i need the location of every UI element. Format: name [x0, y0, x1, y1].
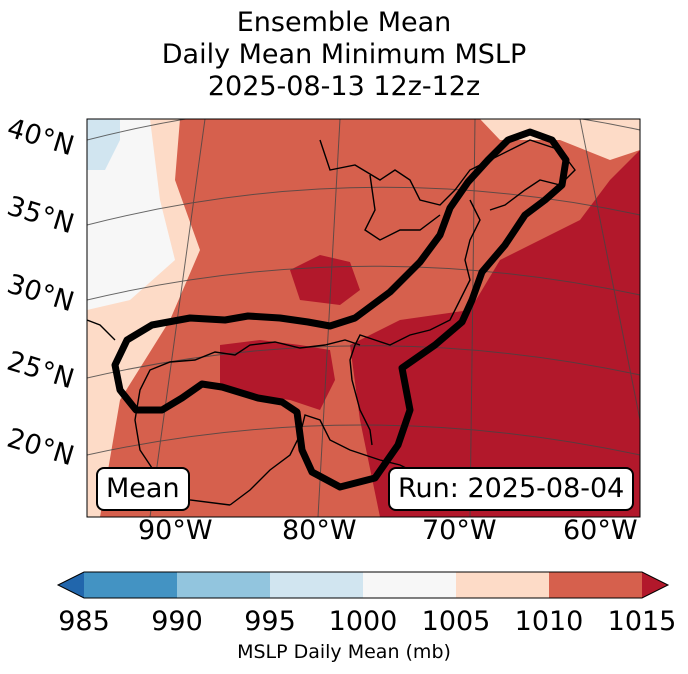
mean-label-box: Mean: [96, 467, 190, 511]
map-frame: [86, 118, 641, 518]
colorbar-extend-high: [642, 572, 668, 598]
run-date-box: Run: 2025-08-04: [388, 467, 635, 511]
colorbar-extend-low: [58, 572, 84, 598]
colorbar-bin-990-995: [177, 572, 270, 598]
probability-contour: [111, 128, 570, 491]
colorbar-tick-990: 990: [151, 606, 203, 637]
colorbar-label: MSLP Daily Mean (mb): [237, 641, 451, 663]
colorbar-tick-995: 995: [244, 606, 296, 637]
lon-label-60w: 60°W: [563, 515, 638, 546]
colorbar-outline: [56, 571, 670, 599]
colorbar-tick-1010: 1010: [514, 606, 584, 637]
lon-label-80w: 80°W: [282, 515, 357, 546]
colorbar-bin-1000-1005: [363, 572, 456, 598]
title-line-2: Daily Mean Minimum MSLP: [161, 39, 527, 70]
title-line-3: 2025-08-13 12z-12z: [207, 71, 481, 102]
colorbar: [56, 571, 670, 599]
colorbar-tick-1015: 1015: [607, 606, 677, 637]
colorbar-tick-1005: 1005: [421, 606, 491, 637]
field-1010-1015-atlantic: [350, 150, 640, 517]
field-990-995: [87, 119, 120, 170]
colorbar-tick-985: 985: [58, 606, 110, 637]
colorbar-bin-1005-1010: [456, 572, 549, 598]
graticule: [87, 119, 640, 517]
field-1000-1005-ne: [480, 119, 640, 160]
title-line-1: Ensemble Mean: [236, 7, 452, 38]
lon-label-70w: 70°W: [422, 515, 497, 546]
colorbar-bin-995-1000: [270, 572, 363, 598]
pressure-field: [87, 119, 640, 517]
colorbar-bin-985-990: [84, 572, 177, 598]
colorbar-tick-1000: 1000: [328, 606, 398, 637]
lon-label-90w: 90°W: [138, 515, 213, 546]
colorbar-bin-1010-1015: [549, 572, 642, 598]
